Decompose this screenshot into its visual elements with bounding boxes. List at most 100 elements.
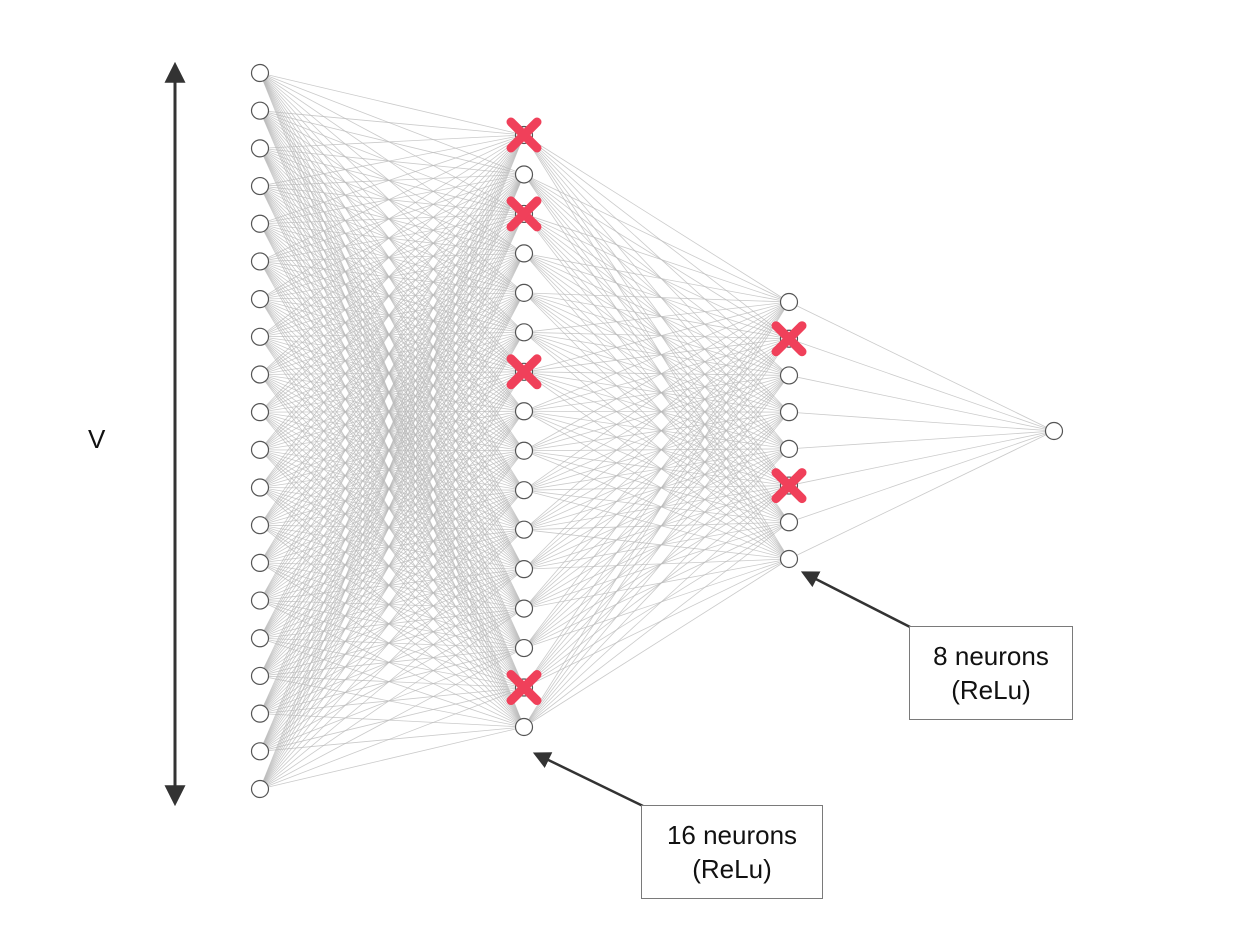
edge-input-15-to-hidden1-8 xyxy=(259,450,525,639)
edge-input-5-to-hidden1-10 xyxy=(259,261,525,530)
edge-hidden1-8-to-hidden2-5 xyxy=(523,450,790,486)
edge-input-6-to-hidden1-9 xyxy=(259,298,525,491)
edge-hidden2-1-to-output-0 xyxy=(788,338,1055,432)
edge-hidden1-6-to-hidden2-5 xyxy=(523,371,790,486)
edge-input-16-to-hidden1-15 xyxy=(259,675,525,728)
edge-input-14-to-hidden1-9 xyxy=(259,489,525,601)
edge-hidden1-4-to-hidden2-2 xyxy=(523,292,790,376)
edge-input-12-to-hidden1-5 xyxy=(259,332,525,526)
edge-input-19-to-hidden1-6 xyxy=(259,371,525,790)
edge-input-17-to-hidden1-0 xyxy=(259,134,525,714)
edge-hidden1-8-to-hidden2-7 xyxy=(523,450,790,560)
edge-input-17-to-hidden1-8 xyxy=(259,450,525,714)
edge-input-9-to-hidden1-0 xyxy=(259,134,525,413)
edge-hidden1-5-to-hidden2-4 xyxy=(523,331,790,450)
edge-input-11-to-hidden1-12 xyxy=(259,487,525,609)
edge-hidden1-12-to-hidden2-1 xyxy=(523,338,790,609)
edge-input-7-to-hidden1-6 xyxy=(259,336,525,373)
edge-input-10-to-hidden1-7 xyxy=(259,410,525,451)
edge-input-9-to-hidden1-4 xyxy=(259,292,525,413)
edge-input-2-to-hidden1-10 xyxy=(259,148,525,530)
input-neuron-7 xyxy=(250,327,270,346)
edge-input-6-to-hidden1-13 xyxy=(259,298,525,649)
edge-input-4-to-hidden1-0 xyxy=(259,134,525,225)
edge-input-18-to-hidden1-10 xyxy=(259,529,525,752)
hidden2-dropout-x-icon-1 xyxy=(771,321,807,357)
edge-input-17-to-hidden1-5 xyxy=(259,332,525,714)
edge-input-19-to-hidden1-5 xyxy=(259,332,525,790)
edge-input-11-to-hidden1-0 xyxy=(259,134,525,488)
edge-input-19-to-hidden1-14 xyxy=(259,687,525,790)
callout-hidden2-line2: (ReLu) xyxy=(951,675,1031,705)
edge-input-16-to-hidden1-5 xyxy=(259,332,525,677)
edge-input-8-to-hidden1-13 xyxy=(259,374,525,649)
edge-hidden1-9-to-hidden2-6 xyxy=(523,489,790,523)
edge-input-14-to-hidden1-12 xyxy=(259,600,525,609)
edge-input-18-to-hidden1-5 xyxy=(259,332,525,752)
edge-input-12-to-hidden1-2 xyxy=(259,213,525,526)
edge-hidden1-6-to-hidden2-4 xyxy=(523,371,790,450)
edge-input-19-to-hidden1-8 xyxy=(259,450,525,790)
edge-input-3-to-hidden1-15 xyxy=(259,185,525,728)
edge-input-8-to-hidden1-7 xyxy=(259,374,525,412)
edge-hidden1-6-to-hidden2-0 xyxy=(523,301,790,373)
hidden1-neuron-1 xyxy=(514,165,534,184)
edge-input-14-to-hidden1-3 xyxy=(259,253,525,601)
edge-input-10-to-hidden1-0 xyxy=(259,134,525,451)
hidden1-neuron-12 xyxy=(514,599,534,618)
edge-input-3-to-hidden1-1 xyxy=(259,174,525,187)
hidden2-neuron-4 xyxy=(779,439,799,458)
edge-input-9-to-hidden1-3 xyxy=(259,253,525,413)
edge-input-9-to-hidden1-14 xyxy=(259,411,525,688)
edge-hidden1-14-to-hidden2-7 xyxy=(523,558,790,688)
edge-input-18-to-hidden1-12 xyxy=(259,608,525,752)
hidden1-neuron-5 xyxy=(514,323,534,342)
input-neuron-15 xyxy=(250,629,270,648)
edge-hidden1-8-to-hidden2-1 xyxy=(523,338,790,452)
edge-input-0-to-hidden1-6 xyxy=(259,72,525,373)
edge-input-18-to-hidden1-13 xyxy=(259,647,525,752)
edge-input-5-to-hidden1-13 xyxy=(259,261,525,649)
edge-input-4-to-hidden1-1 xyxy=(259,174,525,225)
edge-input-0-to-hidden1-4 xyxy=(259,72,525,294)
edge-hidden1-12-to-hidden2-2 xyxy=(523,375,790,609)
edge-input-19-to-hidden1-7 xyxy=(259,411,525,790)
edge-hidden1-15-to-hidden2-7 xyxy=(523,558,790,728)
edge-hidden1-11-to-hidden2-3 xyxy=(523,411,790,570)
edge-input-5-to-hidden1-1 xyxy=(259,174,525,262)
edge-input-1-to-hidden1-7 xyxy=(259,110,525,412)
edge-input-12-to-hidden1-12 xyxy=(259,524,525,609)
edge-input-15-to-hidden1-9 xyxy=(259,489,525,639)
edge-hidden1-15-to-hidden2-2 xyxy=(523,375,790,728)
hidden1-neuron-9 xyxy=(514,481,534,500)
input-neuron-6 xyxy=(250,290,270,309)
edge-input-13-to-hidden1-6 xyxy=(259,371,525,564)
edge-input-6-to-hidden1-7 xyxy=(259,298,525,412)
edge-input-3-to-hidden1-9 xyxy=(259,185,525,491)
edge-hidden1-10-to-hidden2-7 xyxy=(523,529,790,560)
edge-input-5-to-hidden1-3 xyxy=(259,253,525,262)
edge-hidden1-4-to-hidden2-6 xyxy=(523,292,790,523)
edge-input-7-to-hidden1-5 xyxy=(259,331,525,338)
edge-hidden1-2-to-hidden2-1 xyxy=(523,213,790,340)
edge-hidden1-8-to-hidden2-3 xyxy=(523,411,790,452)
callout-hidden1: 16 neurons (ReLu) xyxy=(641,805,823,899)
edge-input-13-to-hidden1-14 xyxy=(259,562,525,688)
edge-input-19-to-hidden1-9 xyxy=(259,489,525,790)
input-neuron-3 xyxy=(250,176,270,196)
edge-input-19-to-hidden1-2 xyxy=(259,213,525,790)
edge-input-14-to-hidden1-8 xyxy=(259,450,525,601)
edge-hidden1-2-to-hidden2-3 xyxy=(523,213,790,413)
edge-input-2-to-hidden1-9 xyxy=(259,148,525,491)
edge-input-14-to-hidden1-4 xyxy=(259,292,525,601)
callout-hidden1-line2: (ReLu) xyxy=(692,854,772,884)
edge-input-8-to-hidden1-1 xyxy=(259,174,525,375)
edge-input-1-to-hidden1-4 xyxy=(259,110,525,294)
edge-input-15-to-hidden1-2 xyxy=(259,213,525,639)
edge-hidden1-9-to-hidden2-2 xyxy=(523,375,790,491)
edge-input-7-to-hidden1-11 xyxy=(259,336,525,570)
edge-input-11-to-hidden1-14 xyxy=(259,487,525,688)
edge-input-16-to-hidden1-4 xyxy=(259,292,525,677)
callout-hidden2-line1: 8 neurons xyxy=(933,641,1049,671)
edge-hidden1-10-to-hidden2-2 xyxy=(523,375,790,531)
